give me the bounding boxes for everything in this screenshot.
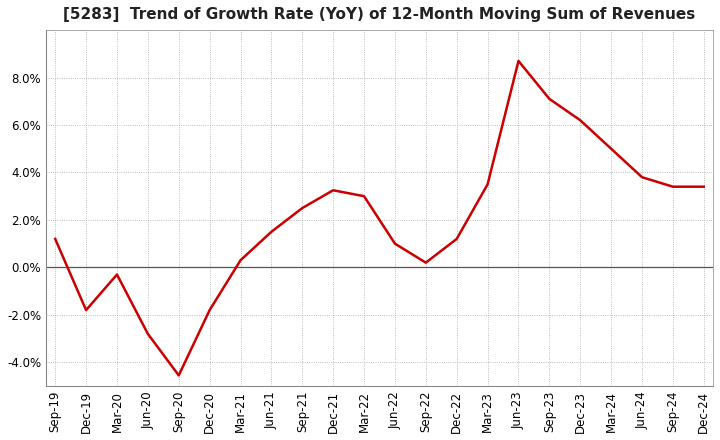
Title: [5283]  Trend of Growth Rate (YoY) of 12-Month Moving Sum of Revenues: [5283] Trend of Growth Rate (YoY) of 12-… (63, 7, 696, 22)
